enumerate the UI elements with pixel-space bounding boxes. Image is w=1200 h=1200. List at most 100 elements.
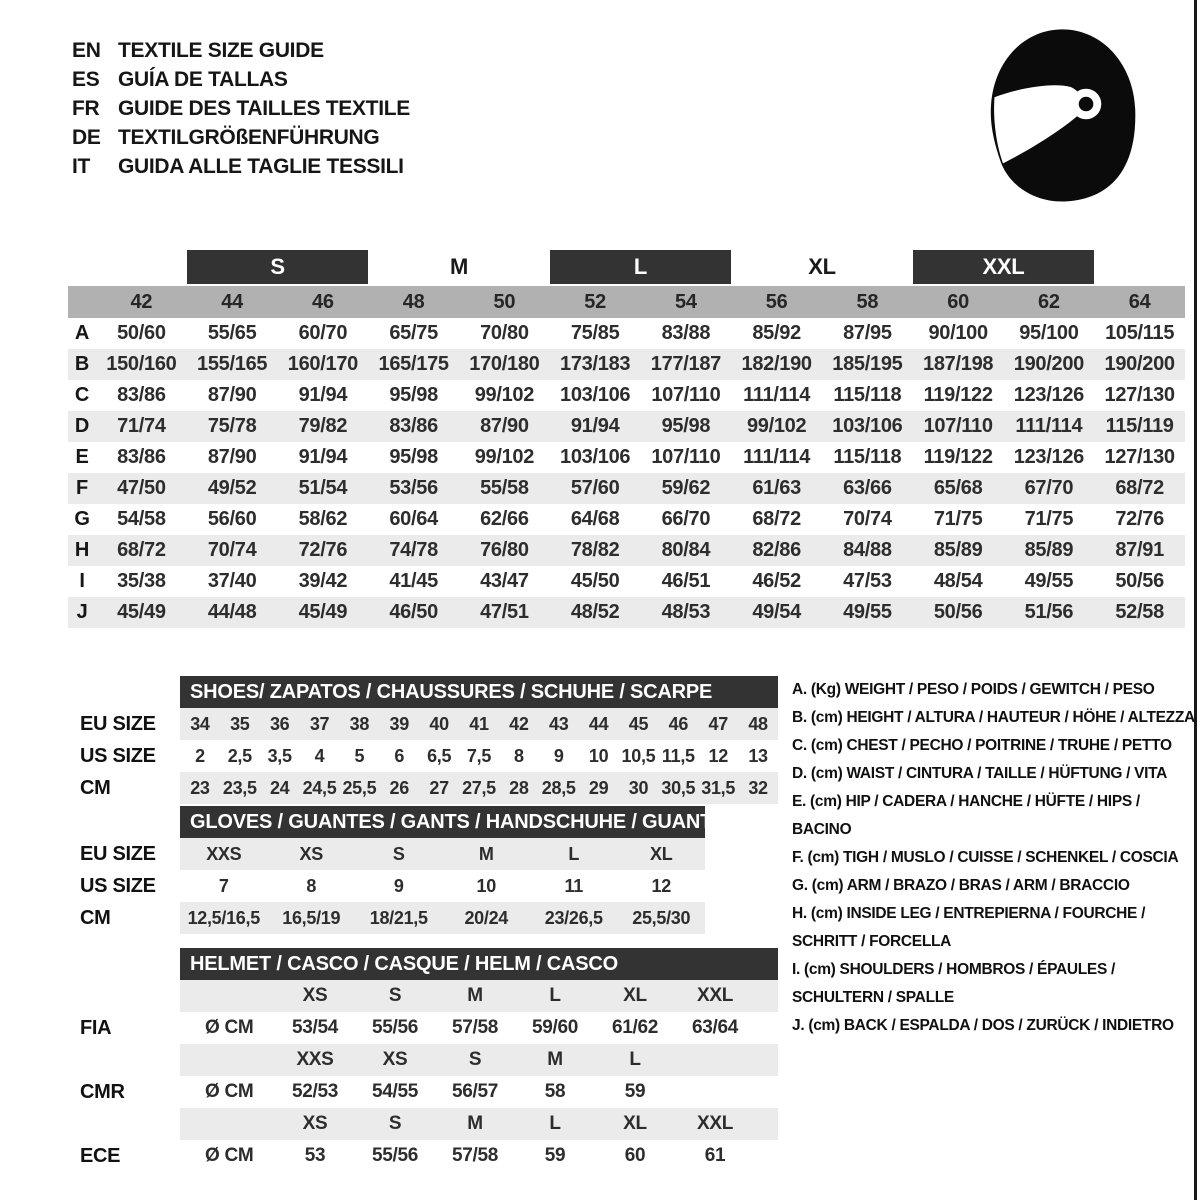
glove-cm-value: 16,5/19 xyxy=(282,908,341,928)
language-title: GUIDE DES TAILLES TEXTILE xyxy=(118,97,410,120)
shoe-us-size: 2,5 xyxy=(227,746,252,766)
measure-value: 70/80 xyxy=(480,322,529,344)
glove-cm-value: 20/24 xyxy=(464,908,509,928)
measure-value: 70/74 xyxy=(207,539,257,561)
shoe-eu-size: 42 xyxy=(509,714,529,734)
glove-cm-value: 25,5/30 xyxy=(632,908,691,928)
shoe-eu-size: 37 xyxy=(309,714,330,734)
measure-row-h: H 68/72 70/74 72/76 74/78 76/80 78/82 80/84 82/8… xyxy=(68,535,1185,566)
legend-line: D. (cm) WAIST / CINTURA / TAILLE / HÜFTU… xyxy=(792,765,1168,782)
legend-line: F. (cm) TIGH / MUSLO / CUISSE / SCHENKEL… xyxy=(792,849,1179,866)
measure-value: 48/52 xyxy=(570,601,620,623)
size-number: 64 xyxy=(1128,291,1151,313)
shoe-eu-size: 48 xyxy=(748,714,768,734)
shoe-eu-size: 44 xyxy=(588,714,609,734)
row-letter: E xyxy=(75,446,89,468)
measure-value: 68/72 xyxy=(752,508,801,530)
measure-value: 190/200 xyxy=(1104,353,1176,375)
helmet-cm-value: 59 xyxy=(624,1081,646,1102)
measure-value: 37/40 xyxy=(207,570,257,592)
measure-value: 55/65 xyxy=(207,322,257,344)
measure-value: 83/86 xyxy=(117,446,166,468)
row-letter: A xyxy=(74,322,90,344)
legend-line: E. (cm) HIP / CADERA / HANCHE / HÜFTE / … xyxy=(792,793,1140,838)
measure-row-e: E 83/86 87/90 91/94 95/98 99/102 103/106 107/11… xyxy=(68,442,1185,473)
shoe-cm-value: 30 xyxy=(628,778,649,798)
size-group-row: S M L XL XXL xyxy=(68,250,1185,286)
measure-value: 87/95 xyxy=(843,322,892,344)
measure-value: 76/80 xyxy=(480,539,529,561)
measure-value: 55/58 xyxy=(480,477,529,499)
shoe-cm-value: 27,5 xyxy=(462,778,496,798)
measure-value: 44/48 xyxy=(207,601,257,623)
measure-value: 68/72 xyxy=(1115,477,1164,499)
measure-value: 111/114 xyxy=(743,384,811,406)
shoe-us-size: 5 xyxy=(354,746,365,766)
helmet-cm-value: 60 xyxy=(624,1145,646,1166)
measure-row-i: I 35/38 37/40 39/42 41/45 43/47 45/50 46/51 46/5… xyxy=(68,566,1185,597)
shoes-us-size-label: US SIZE xyxy=(80,745,156,767)
shoes-table-title: SHOES/ ZAPATOS / CHAUSSURES / SCHUHE / S… xyxy=(180,676,778,708)
language-list: EN TEXTILE SIZE GUIDE ES GUÍA DE TALLAS FR GU… xyxy=(72,36,410,181)
measure-value: 63/66 xyxy=(843,477,892,499)
measure-value: 61/63 xyxy=(752,477,801,499)
measure-value: 70/74 xyxy=(843,508,892,530)
shoe-us-size: 6,5 xyxy=(427,746,452,766)
helmet-cm-value: 53 xyxy=(304,1145,326,1166)
row-letter: J xyxy=(76,601,88,623)
language-row: DE TEXTILGRÖßENFÜHRUNG xyxy=(72,123,410,152)
helmet-size-label xyxy=(675,1044,755,1076)
measure-value: 67/70 xyxy=(1024,477,1074,499)
language-code: IT xyxy=(72,155,91,178)
row-letter: G xyxy=(74,508,90,530)
measure-value: 99/102 xyxy=(474,446,535,468)
shoe-eu-size: 46 xyxy=(668,714,689,734)
measure-value: 83/86 xyxy=(389,415,438,437)
language-code: FR xyxy=(72,97,100,120)
legend-line: C. (cm) CHEST / PECHO / POITRINE / TRUHE… xyxy=(792,737,1172,754)
glove-us-size: 7 xyxy=(218,876,229,896)
helmet-cm-value: 57/58 xyxy=(451,1017,499,1038)
measure-value: 150/160 xyxy=(106,353,177,375)
measure-value: 95/100 xyxy=(1019,322,1079,344)
language-row: EN TEXTILE SIZE GUIDE xyxy=(72,36,410,65)
measure-value: 165/175 xyxy=(378,353,450,375)
measure-value: 173/183 xyxy=(560,353,631,375)
measure-value: 87/90 xyxy=(207,446,257,468)
measure-row-j: J 45/49 44/48 45/49 46/50 47/51 48/52 48/53 49/5… xyxy=(68,597,1185,628)
page-right-border xyxy=(1194,0,1197,1200)
measure-value: 35/38 xyxy=(117,570,166,592)
measure-value: 115/118 xyxy=(833,384,902,406)
measure-value: 127/130 xyxy=(1104,446,1176,468)
helmet-table-title: HELMET / CASCO / CASQUE / HELM / CASCO xyxy=(180,948,778,980)
shoe-cm-value: 23 xyxy=(190,778,210,798)
shoe-us-size: 10,5 xyxy=(621,746,656,766)
measure-value: 95/98 xyxy=(661,415,711,437)
measure-value: 85/92 xyxy=(752,322,801,344)
shoe-cm-value: 25,5 xyxy=(342,778,377,798)
measure-value: 91/94 xyxy=(570,415,620,437)
measurement-legend: A. (Kg) WEIGHT / PESO / POIDS / GEWITCH … xyxy=(792,676,1200,1040)
gloves-us-row: 7 8 9 10 11 12 xyxy=(180,870,705,902)
measure-value: 95/98 xyxy=(389,446,438,468)
measure-value: 123/126 xyxy=(1013,446,1085,468)
measure-value: 78/82 xyxy=(570,539,620,561)
helmet-size-label: XS xyxy=(302,985,328,1006)
shoe-us-size: 12 xyxy=(708,746,728,766)
helmet-size-label: M xyxy=(467,1113,483,1134)
helmet-size-label: XXL xyxy=(696,985,734,1006)
measure-value: 45/49 xyxy=(298,601,348,623)
legend-line: G. (cm) ARM / BRAZO / BRAS / ARM / BRACC… xyxy=(792,877,1130,894)
shoe-eu-size: 41 xyxy=(469,714,489,734)
language-code: DE xyxy=(72,126,101,149)
size-number: 58 xyxy=(856,291,879,313)
gloves-us-size-label: US SIZE xyxy=(80,875,156,897)
shoe-eu-size: 45 xyxy=(628,714,649,734)
gloves-cm-label: CM xyxy=(80,907,111,929)
row-letter: H xyxy=(74,539,90,561)
size-number: 60 xyxy=(947,291,969,313)
measure-value: 155/165 xyxy=(197,353,268,375)
measure-value: 65/75 xyxy=(389,322,438,344)
diameter-cm-label: Ø CM xyxy=(205,1081,254,1102)
measure-value: 74/78 xyxy=(389,539,438,561)
